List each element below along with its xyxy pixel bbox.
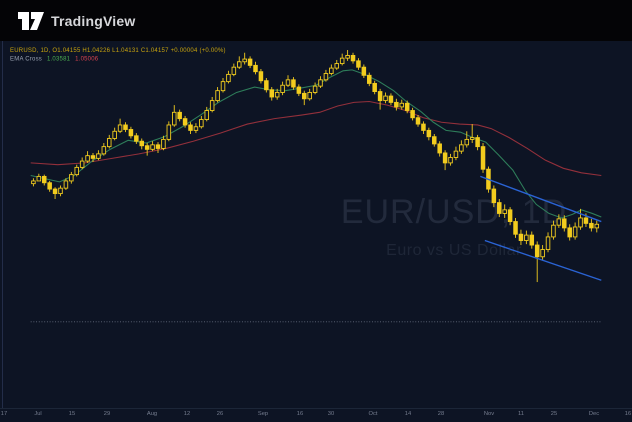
time-axis-label: 30 <box>327 410 335 417</box>
time-axis-label: 15 <box>68 410 76 417</box>
indicator-row[interactable]: EMA Cross 1.03581 1.05006 <box>10 54 226 62</box>
time-axis-border <box>0 408 632 409</box>
tradingview-logo-icon <box>18 11 44 30</box>
chart-legend: EURUSD, 1D, O1.04155 H1.04226 L1.04131 C… <box>10 46 226 63</box>
time-axis-label: Nov <box>483 410 495 417</box>
chart-area[interactable]: EUR/USD, 1D Euro vs US Dollar EURUSD, 1D… <box>0 41 632 422</box>
time-axis-label: 26 <box>216 410 224 417</box>
brand-name: TradingView <box>51 12 136 29</box>
time-axis-label: 17 <box>0 410 8 417</box>
price-plot[interactable] <box>0 41 632 422</box>
indicator-name: EMA Cross <box>10 55 43 62</box>
top-bar: TradingView <box>0 0 632 41</box>
time-axis-label: 16 <box>624 410 632 417</box>
time-axis-label: Jul <box>34 410 42 417</box>
tradingview-logo[interactable]: TradingView <box>18 11 136 30</box>
time-axis-label: Dec <box>588 410 600 417</box>
trend-channel-layer <box>480 175 602 281</box>
time-axis-label: 29 <box>103 410 111 417</box>
ema-fast-value: 1.03581 <box>46 55 71 62</box>
time-axis-label: Oct <box>368 410 378 417</box>
time-axis-label: Aug <box>146 410 158 417</box>
time-axis-label: Sep <box>257 410 269 417</box>
time-axis-label: 11 <box>518 410 524 417</box>
time-axis[interactable]: 17 Jul 15 29 Aug 12 26 Sep 16 30 Oct 14 28 Nov 11 25 Dec… <box>0 410 632 422</box>
symbol-ohlc-row[interactable]: EURUSD, 1D, O1.04155 H1.04226 L1.04131 C… <box>10 46 226 54</box>
time-axis-label: 16 <box>296 410 304 417</box>
time-axis-label: 28 <box>437 410 445 417</box>
ema-slow-value: 1.05006 <box>75 55 99 62</box>
candles-layer <box>31 50 600 283</box>
pane-left-border <box>2 41 3 409</box>
time-axis-label: 25 <box>550 410 558 417</box>
time-axis-label: 12 <box>183 410 191 417</box>
time-axis-label: 14 <box>404 410 412 417</box>
